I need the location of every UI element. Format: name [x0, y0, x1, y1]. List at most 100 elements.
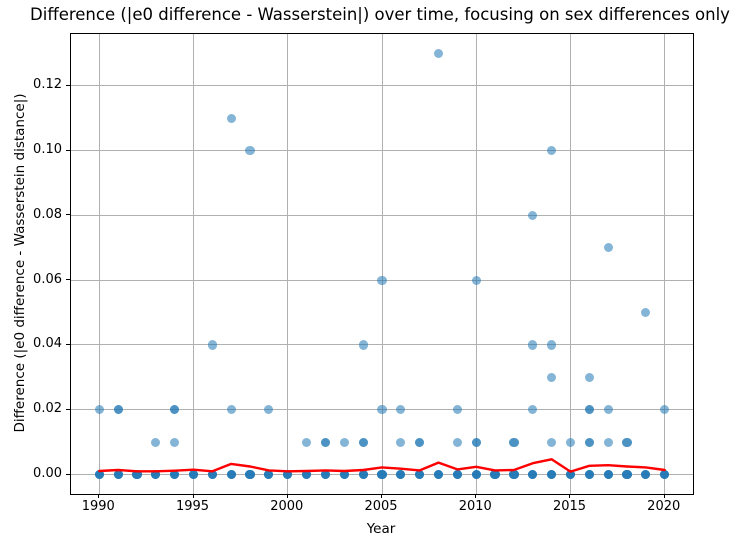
data-point [565, 469, 576, 480]
data-point [264, 469, 274, 480]
data-point [264, 405, 274, 415]
plot-area [70, 33, 694, 495]
data-point [584, 469, 594, 480]
x-tick-label: 2005 [364, 499, 398, 514]
data-point [547, 437, 557, 447]
x-tick-mark [569, 494, 571, 498]
x-tick-mark [475, 494, 477, 498]
data-point [584, 405, 594, 415]
data-point [151, 437, 161, 447]
data-point [320, 469, 331, 480]
x-gridline [287, 34, 289, 494]
data-point [641, 307, 651, 318]
data-point [377, 275, 387, 285]
data-point [320, 437, 331, 447]
data-point [339, 469, 349, 480]
data-point [565, 437, 576, 447]
data-point [151, 469, 161, 480]
y-tick-mark [66, 84, 70, 86]
data-point [584, 372, 594, 382]
x-gridline [475, 34, 477, 494]
x-tick-label: 2015 [552, 499, 587, 514]
data-point [471, 469, 481, 480]
data-point [132, 469, 142, 480]
y-tick-label: 0.08 [33, 206, 62, 222]
data-point [528, 405, 538, 415]
data-point [245, 146, 255, 156]
data-point [471, 437, 481, 447]
x-gridline [98, 34, 100, 494]
data-point [415, 437, 425, 447]
data-point [302, 437, 312, 447]
data-point [660, 405, 670, 415]
y-gridline [71, 150, 693, 152]
x-tick-mark [286, 494, 288, 498]
data-point [452, 405, 462, 415]
x-gridline [381, 34, 383, 494]
data-point [94, 469, 104, 480]
data-point [358, 469, 368, 480]
y-tick-label: 0.00 [33, 466, 62, 482]
y-gridline [71, 214, 693, 216]
data-point [188, 469, 199, 480]
data-point [622, 437, 632, 447]
data-point [94, 405, 104, 415]
data-point [660, 469, 670, 480]
data-point [396, 437, 406, 447]
x-tick-label: 2000 [270, 499, 304, 514]
y-gridline [71, 344, 693, 346]
x-tick-label: 1990 [81, 499, 115, 514]
data-point [452, 469, 462, 480]
data-point [396, 405, 406, 415]
y-tick-mark [66, 149, 70, 151]
data-point [170, 405, 180, 415]
data-point [207, 340, 217, 350]
x-tick-mark [98, 494, 100, 498]
y-tick-mark [66, 279, 70, 281]
x-gridline [569, 34, 571, 494]
x-tick-label: 1995 [175, 499, 210, 514]
y-tick-mark [66, 343, 70, 345]
data-point [226, 113, 236, 123]
x-tick-label: 2020 [647, 499, 681, 514]
data-point [509, 437, 519, 447]
data-point [302, 469, 312, 480]
data-point [433, 469, 444, 480]
data-point [603, 437, 613, 447]
data-point [396, 469, 406, 480]
data-point [603, 243, 613, 253]
y-tick-label: 0.04 [33, 336, 62, 352]
data-point [377, 469, 387, 480]
data-point [528, 469, 538, 480]
data-point [377, 405, 387, 415]
data-point [226, 469, 236, 480]
data-point [622, 469, 632, 480]
x-tick-mark [381, 494, 382, 498]
data-point [283, 469, 293, 480]
data-point [358, 340, 368, 350]
data-point [226, 405, 236, 415]
y-tick-label: 0.12 [33, 77, 62, 93]
y-tick-label: 0.06 [33, 271, 62, 287]
x-tick-mark [192, 494, 194, 498]
data-point [245, 469, 255, 480]
data-point [207, 469, 217, 480]
x-tick-label: 2010 [458, 499, 492, 514]
data-point [471, 275, 481, 285]
y-tick-label: 0.02 [33, 401, 62, 417]
data-point [547, 340, 557, 350]
data-point [358, 437, 368, 447]
data-point [528, 210, 538, 220]
data-point [547, 146, 557, 156]
data-point [339, 437, 349, 447]
y-tick-mark [66, 473, 70, 475]
data-point [113, 405, 123, 415]
data-point [547, 469, 557, 480]
y-tick-mark [66, 408, 70, 410]
chart-title: Difference (|e0 difference - Wasserstein… [30, 5, 730, 24]
y-tick-label: 0.10 [33, 142, 62, 158]
data-point [528, 340, 538, 350]
data-point [452, 437, 462, 447]
data-point [170, 469, 180, 480]
